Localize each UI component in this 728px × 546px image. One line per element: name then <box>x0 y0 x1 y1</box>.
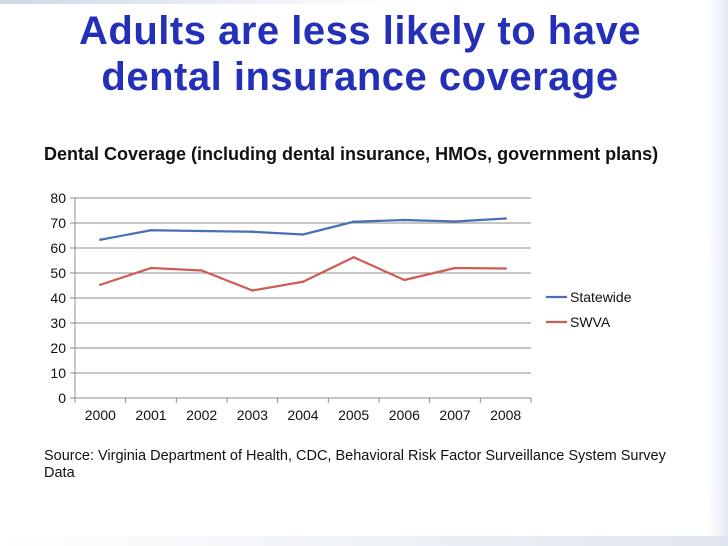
y-tick-label: 60 <box>50 240 66 256</box>
x-tick-label: 2007 <box>439 407 470 423</box>
data-point-statewide <box>453 220 457 223</box>
x-tick-label: 2000 <box>85 407 116 423</box>
legend-label-statewide: Statewide <box>570 289 632 305</box>
legend-label-swva: SWVA <box>570 314 611 330</box>
x-tick-label: 2006 <box>389 407 420 423</box>
data-point-statewide <box>149 229 153 232</box>
data-point-statewide <box>504 217 507 220</box>
data-point-swva <box>403 278 406 282</box>
data-point-swva <box>504 267 507 270</box>
top-accent-band <box>0 0 728 4</box>
data-point-swva <box>99 283 102 286</box>
data-point-statewide <box>352 220 355 223</box>
data-point-swva <box>251 289 254 292</box>
data-point-statewide <box>99 238 102 241</box>
x-tick-label: 2004 <box>287 407 318 423</box>
data-point-swva <box>149 266 153 270</box>
axes: 0 10 20 30 40 50 60 70 80 2000 2001 2002 2003 2004 200… <box>50 190 532 423</box>
x-tick-label: 2003 <box>237 407 268 423</box>
data-point-swva <box>301 280 305 283</box>
bottom-accent-band <box>0 536 728 546</box>
slide-title: Adults are less likely to have dental in… <box>79 9 641 99</box>
x-tick-label: 2008 <box>490 407 521 423</box>
y-tick-label: 80 <box>50 190 66 206</box>
series-line-swva <box>99 256 507 292</box>
x-tick-label: 2005 <box>338 407 369 423</box>
legend: Statewide SWVA <box>546 289 632 330</box>
data-point-statewide <box>251 230 254 233</box>
source-note: Source: Virginia Department of Health, C… <box>44 448 666 481</box>
x-tick-label: 2001 <box>135 407 166 423</box>
series-line-statewide <box>99 217 507 241</box>
right-accent-band <box>708 0 728 546</box>
series <box>99 217 507 292</box>
data-point-statewide <box>301 233 305 236</box>
gridlines <box>75 197 531 374</box>
data-point-swva <box>352 256 355 259</box>
x-tick-label: 2002 <box>186 407 217 423</box>
y-tick-label: 40 <box>50 290 66 306</box>
chart-title: Dental Coverage (including dental insura… <box>44 144 659 164</box>
y-tick-label: 0 <box>58 390 66 406</box>
y-tick-label: 30 <box>50 315 66 331</box>
y-tick-label: 10 <box>50 365 66 381</box>
data-point-statewide <box>200 229 203 233</box>
data-point-statewide <box>403 218 406 222</box>
data-point-swva <box>453 266 457 270</box>
y-tick-label: 20 <box>50 340 66 356</box>
y-tick-label: 70 <box>50 215 66 231</box>
data-point-swva <box>200 269 203 272</box>
y-tick-label: 50 <box>50 265 66 281</box>
